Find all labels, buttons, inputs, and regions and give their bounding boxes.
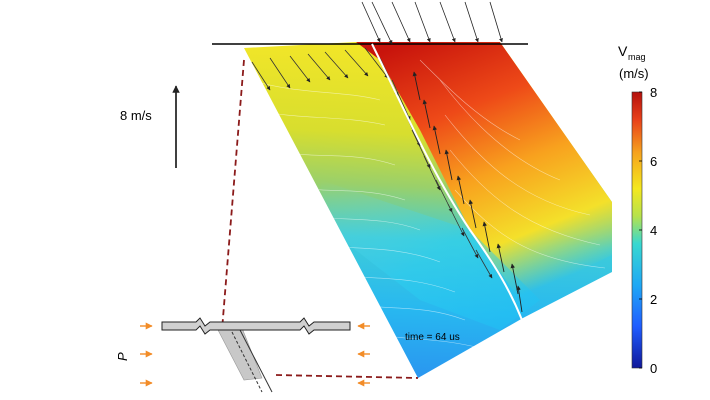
colorbar-units: (m/s) xyxy=(619,66,649,81)
velocity-arrow xyxy=(412,71,421,101)
velocity-arrow xyxy=(461,227,479,259)
interface-line xyxy=(371,43,523,321)
colorbar-tick-label: 2 xyxy=(650,292,657,307)
pressure-label: P xyxy=(115,352,130,361)
velocity-arrow xyxy=(496,243,505,273)
fracture-line-dashed xyxy=(231,331,263,393)
velocity-arrow xyxy=(439,1,456,43)
velocity-arrow xyxy=(489,1,503,43)
zoom-line-bottom xyxy=(275,374,419,379)
velocity-arrow xyxy=(464,1,479,43)
colorbar-tick-label: 0 xyxy=(650,361,657,376)
velocity-arrow xyxy=(307,53,331,81)
velocity-arrow xyxy=(475,249,493,279)
pressure-arrows xyxy=(140,322,370,387)
colorbar-tick-label: 4 xyxy=(650,223,657,238)
scale-label: 8 m/s xyxy=(120,108,152,123)
velocity-arrow xyxy=(391,79,411,121)
velocity-arrow xyxy=(361,1,381,43)
colorbar: V mag (m/s) 0 2 4 6 8 xyxy=(618,43,657,376)
time-label: time = 64 us xyxy=(405,332,460,343)
fracture-line xyxy=(239,329,273,393)
velocity-arrow xyxy=(251,61,271,91)
interface-upward-arrows xyxy=(412,71,523,313)
velocity-arrow xyxy=(324,51,349,79)
inclusion-wedge xyxy=(217,327,263,381)
colorbar-title-subscript: mag xyxy=(628,52,646,62)
velocity-arrow xyxy=(516,285,523,313)
colorbar-ticks: 0 2 4 6 8 xyxy=(639,85,657,376)
velocity-arrow xyxy=(482,221,491,253)
incoming-velocity-arrows xyxy=(361,1,503,45)
zoom-line-left xyxy=(221,59,245,331)
velocity-arrow xyxy=(447,203,465,237)
colorbar-title: V xyxy=(618,43,628,59)
velocity-arrow xyxy=(456,175,465,205)
schematic-inset: P xyxy=(115,317,370,393)
colorbar-tick-label: 6 xyxy=(650,154,657,169)
velocity-arrow xyxy=(414,1,431,43)
velocity-arrow xyxy=(422,99,431,129)
velocity-arrow xyxy=(289,55,311,83)
layer-plate xyxy=(161,317,351,335)
velocity-arrow xyxy=(269,57,291,89)
velocity-arrow xyxy=(391,1,411,43)
velocity-arrow xyxy=(364,47,389,79)
velocity-arrow xyxy=(432,125,441,155)
zoom-indicator-lines xyxy=(221,59,419,379)
velocity-arrow xyxy=(444,149,453,181)
velocity-arrow xyxy=(468,199,477,229)
velocity-arrow xyxy=(423,155,441,191)
colorbar-tick-label: 8 xyxy=(650,85,657,100)
velocity-arrow xyxy=(344,49,369,77)
velocity-arrow xyxy=(371,1,393,45)
